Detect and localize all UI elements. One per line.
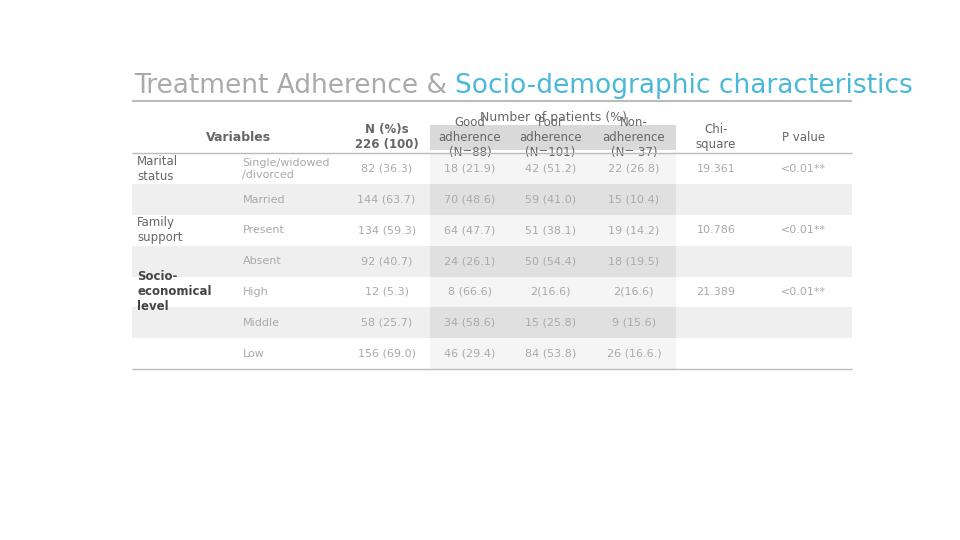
Text: Low: Low [243,348,264,359]
Text: 82 (36.3): 82 (36.3) [361,164,412,174]
Text: 46 (29.4): 46 (29.4) [444,348,495,359]
Bar [132,184,852,215]
Text: 59 (41.0): 59 (41.0) [525,194,576,205]
Text: P value: P value [782,131,826,144]
Text: 134 (59.3): 134 (59.3) [357,225,416,235]
Text: Non-
adherence
(N= 37): Non- adherence (N= 37) [603,116,665,159]
Text: 42 (51.2): 42 (51.2) [525,164,576,174]
Bar [132,153,852,184]
Text: 9 (15.6): 9 (15.6) [612,318,656,328]
Text: N (%)s
226 (100): N (%)s 226 (100) [355,123,419,151]
Text: <0.01**: <0.01** [781,287,827,297]
Text: <0.01**: <0.01** [781,164,827,174]
Text: 144 (63.7): 144 (63.7) [357,194,416,205]
Text: 19 (14.2): 19 (14.2) [609,225,660,235]
Text: Single/widowed
/divorced: Single/widowed /divorced [243,158,330,179]
Text: 84 (53.8): 84 (53.8) [525,348,576,359]
Bar [430,276,677,307]
Text: 156 (69.0): 156 (69.0) [357,348,416,359]
Text: Good
adherence
(N=88): Good adherence (N=88) [439,116,501,159]
Text: 21.389: 21.389 [696,287,735,297]
Text: Poor
adherence
(N=101): Poor adherence (N=101) [519,116,582,159]
Text: 51 (38.1): 51 (38.1) [525,225,576,235]
Text: 10.786: 10.786 [697,225,735,235]
Text: 34 (58.6): 34 (58.6) [444,318,495,328]
Bar [430,338,677,369]
Text: 58 (25.7): 58 (25.7) [361,318,412,328]
Text: 8 (66.6): 8 (66.6) [448,287,492,297]
Text: 12 (5.3): 12 (5.3) [365,287,409,297]
Text: 2(16.6): 2(16.6) [613,287,654,297]
Bar [430,215,677,246]
Text: 15 (10.4): 15 (10.4) [609,194,660,205]
Text: 18 (21.9): 18 (21.9) [444,164,495,174]
Text: Variables: Variables [206,131,271,144]
Text: Middle: Middle [243,318,279,328]
Bar [132,338,852,369]
Text: 50 (54.4): 50 (54.4) [525,256,576,266]
Text: Socio-demographic characteristics: Socio-demographic characteristics [455,72,913,99]
Bar [430,307,677,338]
Bar [132,246,852,276]
Text: Number of patients (%): Number of patients (%) [480,111,627,124]
Text: High: High [243,287,268,297]
Text: Chi-
square: Chi- square [696,123,736,151]
Text: 26 (16.6.): 26 (16.6.) [607,348,661,359]
Text: 64 (47.7): 64 (47.7) [444,225,495,235]
Bar [132,215,852,246]
Bar [430,184,677,215]
Text: 18 (19.5): 18 (19.5) [609,256,660,266]
Text: 24 (26.1): 24 (26.1) [444,256,495,266]
Text: 22 (26.8): 22 (26.8) [608,164,660,174]
Text: 19.361: 19.361 [697,164,735,174]
Bar [132,276,852,307]
Text: Marital
status: Marital status [137,155,179,183]
Text: 92 (40.7): 92 (40.7) [361,256,412,266]
Text: Present: Present [243,225,284,235]
Text: Family
support: Family support [137,217,182,244]
Text: 70 (48.6): 70 (48.6) [444,194,495,205]
Text: Treatment Adherence &: Treatment Adherence & [134,72,455,99]
Text: 15 (25.8): 15 (25.8) [525,318,576,328]
Bar [132,307,852,338]
Text: Married: Married [243,194,285,205]
Text: <0.01**: <0.01** [781,225,827,235]
Bar [430,153,677,184]
Bar [430,246,677,276]
Text: Socio-
economical
level: Socio- economical level [137,271,211,313]
Text: 2(16.6): 2(16.6) [530,287,571,297]
Bar [430,125,677,150]
Text: Absent: Absent [243,256,281,266]
